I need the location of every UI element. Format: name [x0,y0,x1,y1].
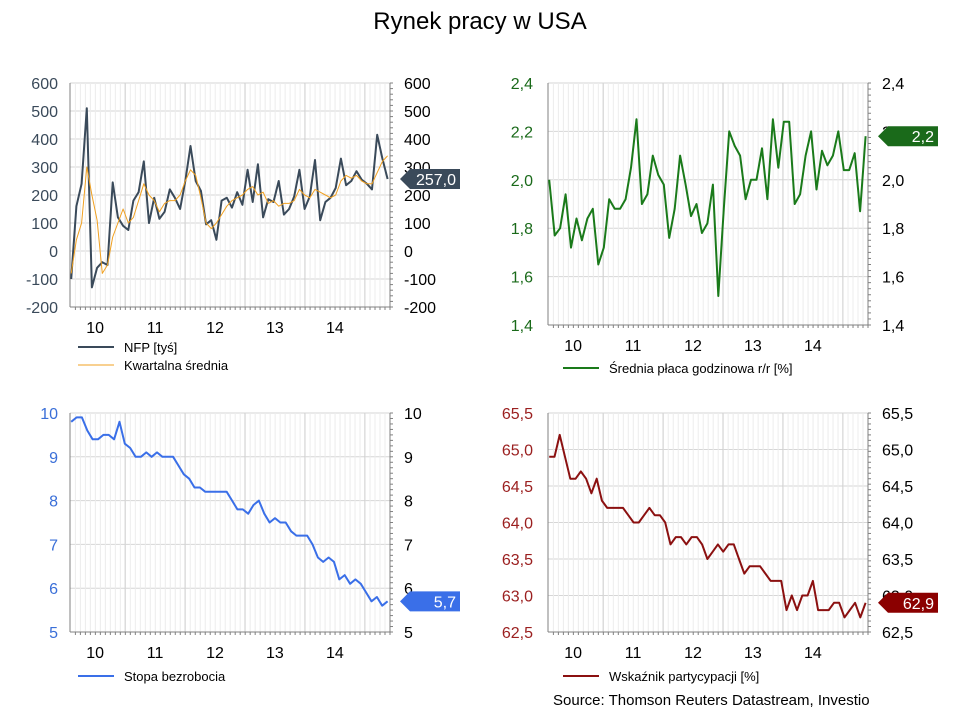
x-tick-label: 14 [326,320,344,337]
x-tick-label: 10 [86,645,104,662]
y-tick-label-left: -100 [26,272,58,289]
last-value-tag [400,169,460,190]
source-note: Source: Thomson Reuters Datastream, Inve… [553,692,870,709]
y-tick-label-right: 100 [404,216,431,233]
x-tick-label: 10 [564,338,582,355]
last-value-label: 2,2 [912,129,934,146]
y-tick-label-left: 2,4 [511,76,533,93]
x-tick-label: 13 [266,320,284,337]
legend-label: Stopa bezrobocia [124,669,226,684]
y-tick-label-left: 2,0 [511,173,533,190]
y-tick-label-left: 64,0 [502,516,533,533]
x-tick-label: 12 [206,320,224,337]
series-line [70,155,388,274]
last-value-tag [878,592,938,613]
y-tick-label-right: 1,6 [882,270,904,287]
x-tick-label: 14 [804,338,822,355]
x-tick-label: 14 [326,645,344,662]
y-tick-label-left: 7 [49,537,58,554]
last-value-tag [400,591,460,612]
y-tick-label-left: 64,5 [502,479,533,496]
y-tick-label-left: 65,0 [502,443,533,460]
y-tick-label-left: 600 [31,76,58,93]
y-tick-label-left: 9 [49,450,58,467]
y-tick-label-left: 2,2 [511,124,533,141]
legend-label: Wskaźnik partycypacji [%] [609,669,759,684]
x-tick-label: 10 [564,645,582,662]
y-tick-label-right: 65,0 [882,443,913,460]
x-tick-label: 14 [804,645,822,662]
x-tick-label: 12 [684,645,702,662]
y-tick-label-left: 500 [31,104,58,121]
y-tick-label-right: 10 [404,406,422,423]
legend-label: Kwartalna średnia [124,358,229,373]
x-tick-label: 13 [266,645,284,662]
x-tick-label: 11 [625,338,642,355]
y-tick-label-right: 500 [404,104,431,121]
y-tick-label-right: 62,5 [882,625,913,642]
y-tick-label-left: 63,0 [502,589,533,606]
y-tick-label-right: 400 [404,132,431,149]
last-value-label: 5,7 [434,594,456,611]
y-tick-label-left: 1,4 [511,318,533,335]
series-line [70,416,389,607]
y-tick-label-right: 2,4 [882,76,904,93]
last-value-label: 257,0 [416,172,456,189]
y-tick-label-right: 65,5 [882,406,913,423]
y-tick-label-left: 62,5 [502,625,533,642]
x-tick-label: 12 [206,645,224,662]
legend-label: Średnia płaca godzinowa r/r [%] [609,361,793,376]
y-tick-label-right: 9 [404,450,413,467]
legend-label: NFP [tyś] [124,340,177,355]
y-tick-label-left: 8 [49,494,58,511]
y-tick-label-left: 63,5 [502,552,533,569]
last-value-tag [878,126,938,147]
chart-wage: 2,4 2,4 2,2 2,2 2,0 2,0 1,8 1,8 1,6 1,6 1,4 1,4 10 11… [511,76,938,376]
y-tick-label-right: 200 [404,188,431,205]
y-tick-label-right: 5 [404,625,413,642]
x-tick-label: 12 [684,338,702,355]
y-tick-label-left: 300 [31,160,58,177]
x-tick-label: 11 [147,645,164,662]
x-tick-label: 11 [625,645,642,662]
y-tick-label-right: 7 [404,537,413,554]
y-tick-label-right: -200 [404,300,436,317]
y-tick-label-right: 64,0 [882,516,913,533]
y-tick-label-left: 10 [40,406,58,423]
chart-participation: 65,5 65,5 65,0 65,0 64,5 64,5 64,0 64,0 63,5 63,5… [502,406,938,684]
y-tick-label-left: 1,8 [511,221,533,238]
series-line [548,118,867,297]
y-tick-label-right: 63,5 [882,552,913,569]
y-tick-label-right: 2,0 [882,173,904,190]
y-tick-label-left: 6 [49,581,58,598]
y-tick-label-left: 65,5 [502,406,533,423]
y-tick-label-left: -200 [26,300,58,317]
y-tick-label-left: 100 [31,216,58,233]
x-tick-label: 13 [744,338,762,355]
y-tick-label-left: 1,6 [511,270,533,287]
page-title: Rynek pracy w USA [373,8,587,35]
y-tick-label-left: 5 [49,625,58,642]
x-tick-label: 11 [147,320,164,337]
x-tick-label: 10 [86,320,104,337]
y-tick-label-right: 1,8 [882,221,904,238]
x-tick-label: 13 [744,645,762,662]
y-tick-label-right: 600 [404,76,431,93]
chart-unemployment: 10 10 9 9 8 8 7 7 6 6 5 5 10 11 12 13 14 Stopa bezrobocia… [40,406,460,684]
y-tick-label-right: 0 [404,244,413,261]
y-tick-label-right: 64,5 [882,479,913,496]
y-tick-label-left: 200 [31,188,58,205]
y-tick-label-right: 6 [404,581,413,598]
y-tick-label-left: 400 [31,132,58,149]
y-tick-label-right: -100 [404,272,436,289]
last-value-label: 62,9 [903,596,934,613]
y-tick-label-left: 0 [49,244,58,261]
series-line [549,433,867,619]
y-tick-label-right: 8 [404,494,413,511]
y-tick-label-right: 1,4 [882,318,904,335]
